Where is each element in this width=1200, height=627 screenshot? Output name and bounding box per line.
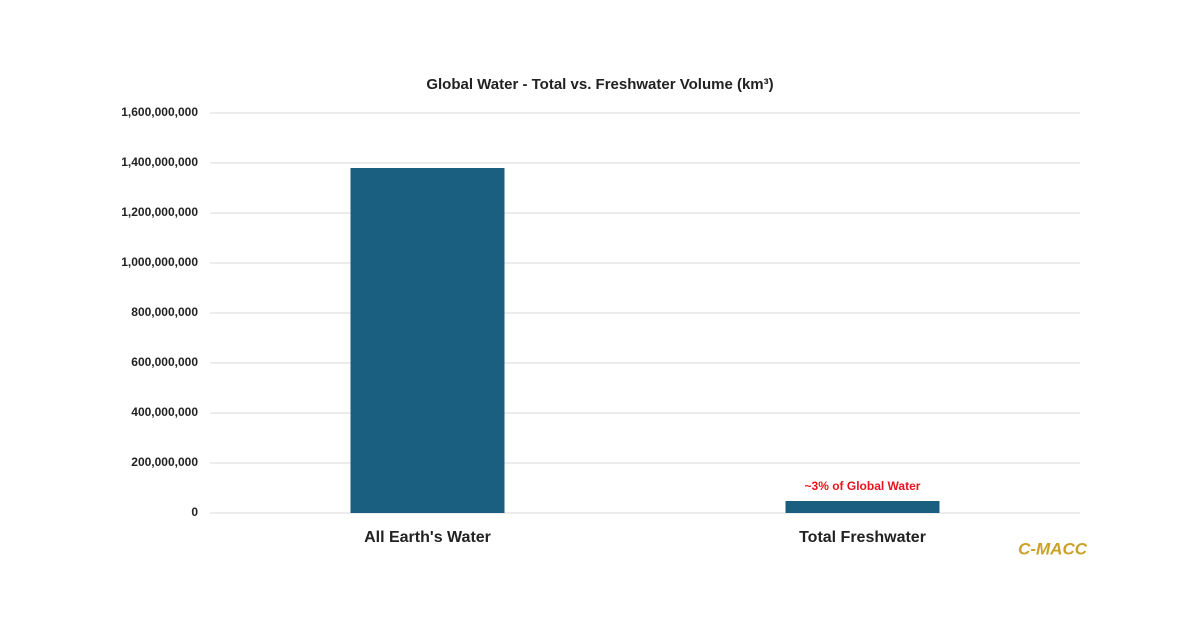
y-tick-label: 1,600,000,000 <box>121 105 198 119</box>
y-tick-label: 1,400,000,000 <box>121 155 198 169</box>
bar <box>785 501 940 513</box>
y-tick-label: 200,000,000 <box>131 455 198 469</box>
y-tick-label: 0 <box>191 505 198 519</box>
watermark: C-MACC <box>1018 539 1088 558</box>
y-tick-label: 800,000,000 <box>131 305 198 319</box>
y-tick-label: 1,200,000,000 <box>121 205 198 219</box>
y-tick-label: 400,000,000 <box>131 405 198 419</box>
annotation: ~3% of Global Water <box>805 479 921 493</box>
x-tick-label: All Earth's Water <box>364 529 491 546</box>
x-tick-label: Total Freshwater <box>799 529 926 546</box>
y-tick-label: 600,000,000 <box>131 355 198 369</box>
bar <box>350 168 505 513</box>
y-tick-label: 1,000,000,000 <box>121 255 198 269</box>
chart-title: Global Water - Total vs. Freshwater Volu… <box>426 76 773 93</box>
